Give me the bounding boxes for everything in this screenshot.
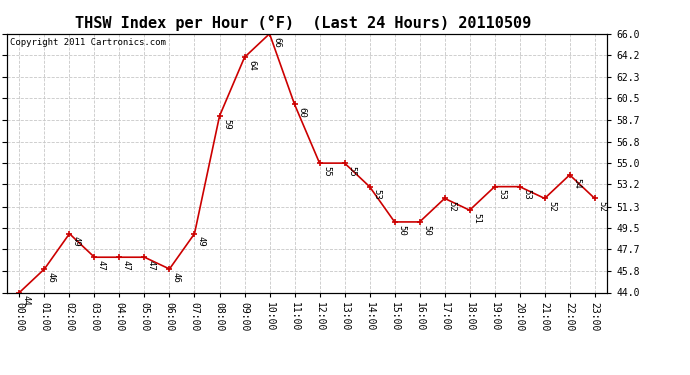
Text: 59: 59 (222, 119, 231, 130)
Text: 46: 46 (172, 272, 181, 282)
Text: 53: 53 (497, 189, 506, 200)
Text: THSW Index per Hour (°F)  (Last 24 Hours) 20110509: THSW Index per Hour (°F) (Last 24 Hours)… (75, 15, 532, 31)
Text: 47: 47 (147, 260, 156, 271)
Text: 52: 52 (447, 201, 456, 212)
Text: 53: 53 (522, 189, 531, 200)
Text: 52: 52 (597, 201, 606, 212)
Text: 50: 50 (397, 225, 406, 236)
Text: 46: 46 (47, 272, 56, 282)
Text: 50: 50 (422, 225, 431, 236)
Text: 49: 49 (197, 237, 206, 247)
Text: 47: 47 (122, 260, 131, 271)
Text: 51: 51 (472, 213, 481, 224)
Text: 55: 55 (347, 166, 356, 177)
Text: 52: 52 (547, 201, 556, 212)
Text: 54: 54 (572, 178, 581, 188)
Text: 47: 47 (97, 260, 106, 271)
Text: Copyright 2011 Cartronics.com: Copyright 2011 Cartronics.com (10, 38, 166, 46)
Text: 44: 44 (22, 295, 31, 306)
Text: 60: 60 (297, 107, 306, 118)
Text: 49: 49 (72, 237, 81, 247)
Text: 66: 66 (272, 36, 281, 47)
Text: 55: 55 (322, 166, 331, 177)
Text: 53: 53 (372, 189, 381, 200)
Text: 64: 64 (247, 60, 256, 71)
